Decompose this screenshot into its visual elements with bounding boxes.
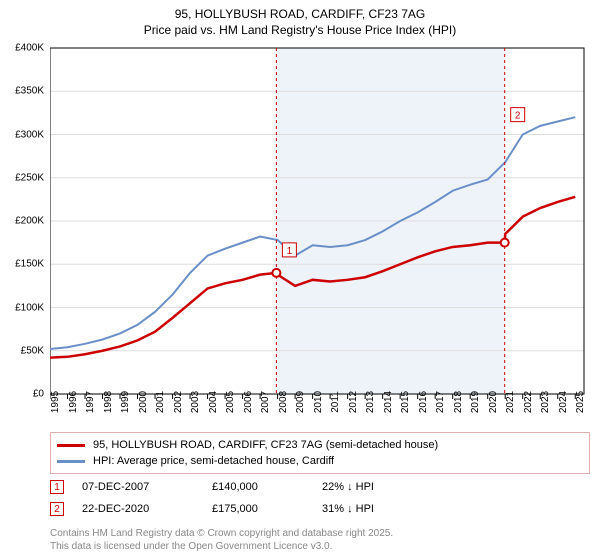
- chart-area: 12 £0£50K£100K£150K£200K£250K£300K£350K£…: [50, 44, 590, 424]
- legend-label: 95, HOLLYBUSH ROAD, CARDIFF, CF23 7AG (s…: [93, 439, 438, 451]
- sale-price: £175,000: [212, 503, 322, 515]
- legend-swatch: [57, 460, 85, 463]
- y-axis-label: £200K: [0, 216, 44, 227]
- sale-marker-box: 1: [50, 480, 64, 494]
- attribution: Contains HM Land Registry data © Crown c…: [50, 528, 393, 553]
- legend-label: HPI: Average price, semi-detached house,…: [93, 455, 334, 467]
- chart-container: 95, HOLLYBUSH ROAD, CARDIFF, CF23 7AG Pr…: [0, 0, 600, 560]
- attribution-line-2: This data is licensed under the Open Gov…: [50, 541, 393, 554]
- svg-text:2: 2: [515, 111, 521, 122]
- sale-diff: 22% ↓ HPI: [322, 481, 374, 493]
- sale-price: £140,000: [212, 481, 322, 493]
- x-axis-label: 2025: [575, 391, 600, 413]
- attribution-line-1: Contains HM Land Registry data © Crown c…: [50, 528, 393, 541]
- y-axis-label: £300K: [0, 129, 44, 140]
- y-axis-label: £50K: [0, 345, 44, 356]
- legend-box: 95, HOLLYBUSH ROAD, CARDIFF, CF23 7AG (s…: [50, 432, 590, 474]
- y-axis-label: £150K: [0, 259, 44, 270]
- sale-row: 2 22-DEC-2020 £175,000 31% ↓ HPI: [50, 498, 374, 520]
- y-axis-label: £350K: [0, 86, 44, 97]
- title-block: 95, HOLLYBUSH ROAD, CARDIFF, CF23 7AG Pr…: [0, 0, 600, 38]
- legend-row: 95, HOLLYBUSH ROAD, CARDIFF, CF23 7AG (s…: [57, 437, 583, 453]
- legend-row: HPI: Average price, semi-detached house,…: [57, 453, 583, 469]
- sales-table: 1 07-DEC-2007 £140,000 22% ↓ HPI 2 22-DE…: [50, 476, 374, 520]
- sale-date: 22-DEC-2020: [82, 503, 212, 515]
- title-line-2: Price paid vs. HM Land Registry's House …: [0, 22, 600, 38]
- sale-marker-box: 2: [50, 502, 64, 516]
- chart-svg: 12: [50, 44, 590, 424]
- y-axis-label: £250K: [0, 172, 44, 183]
- sale-diff: 31% ↓ HPI: [322, 503, 374, 515]
- y-axis-label: £400K: [0, 43, 44, 54]
- sale-date: 07-DEC-2007: [82, 481, 212, 493]
- title-line-1: 95, HOLLYBUSH ROAD, CARDIFF, CF23 7AG: [0, 6, 600, 22]
- y-axis-label: £0: [0, 389, 44, 400]
- y-axis-label: £100K: [0, 302, 44, 313]
- svg-text:1: 1: [287, 246, 293, 257]
- legend-swatch: [57, 444, 85, 447]
- sale-row: 1 07-DEC-2007 £140,000 22% ↓ HPI: [50, 476, 374, 498]
